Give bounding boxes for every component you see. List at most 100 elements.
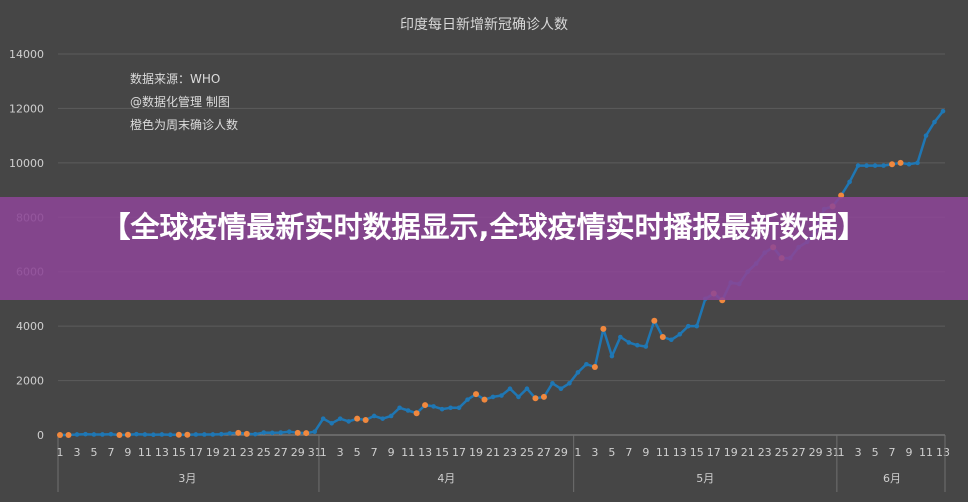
weekend-data-point (354, 415, 361, 422)
data-point (431, 404, 436, 409)
x-tick-label: 15 (435, 446, 449, 459)
data-point (227, 431, 233, 436)
x-tick-label: 19 (469, 446, 483, 459)
weekend-data-point (422, 402, 429, 409)
x-tick-label: 11 (138, 446, 152, 459)
y-tick-label: 0 (37, 429, 44, 442)
x-tick-label: 21 (223, 446, 237, 459)
data-point (669, 337, 674, 343)
x-tick-label: 13 (418, 446, 432, 459)
weekend-data-point (600, 325, 607, 332)
x-tick-label: 9 (906, 446, 913, 459)
weekend-data-point (473, 391, 480, 398)
data-point (677, 332, 683, 337)
data-point (108, 431, 114, 437)
data-point (337, 416, 343, 421)
weekend-data-point (184, 431, 191, 438)
data-point (626, 340, 632, 345)
data-point (380, 416, 385, 421)
x-tick-label: 27 (537, 446, 551, 459)
data-point (864, 163, 869, 168)
data-point (91, 432, 97, 437)
source-note: 数据来源：WHO (130, 71, 220, 86)
data-point (524, 386, 530, 392)
weekend-data-point (65, 432, 72, 438)
x-tick-label: 23 (758, 446, 772, 459)
data-point (159, 432, 165, 437)
month-label: 5月 (696, 472, 714, 485)
data-point (685, 323, 691, 329)
x-tick-label: 29 (809, 446, 823, 459)
x-tick-label: 31 (308, 446, 322, 459)
weekend-data-point (481, 396, 488, 403)
weekend-data-point (540, 393, 547, 400)
weekend-data-point (413, 410, 420, 417)
weekend-data-point (303, 430, 310, 437)
x-tick-label: 5 (608, 446, 615, 459)
x-tick-label: 25 (257, 446, 271, 459)
data-point (142, 432, 148, 437)
credit-note: @数据化管理 制图 (130, 94, 230, 109)
data-point (881, 163, 886, 168)
data-point (618, 334, 623, 340)
data-point (134, 431, 139, 437)
month-label: 6月 (883, 472, 901, 485)
data-point (286, 429, 292, 435)
data-point (575, 370, 581, 375)
data-point (906, 161, 912, 167)
data-point (74, 432, 80, 437)
data-point (584, 361, 589, 367)
x-tick-label: 31 (826, 446, 840, 459)
data-point (940, 108, 946, 114)
data-point (516, 394, 521, 400)
x-tick-label: 23 (503, 446, 517, 459)
x-tick-label: 5 (354, 446, 361, 459)
data-point (329, 420, 334, 426)
data-point (269, 430, 275, 436)
x-tick-label: 1 (838, 446, 845, 459)
x-tick-label: 9 (642, 446, 649, 459)
y-tick-label: 10000 (9, 157, 44, 170)
x-tick-label: 23 (240, 446, 254, 459)
data-point (609, 353, 615, 359)
data-point (499, 393, 504, 398)
x-tick-label: 27 (792, 446, 806, 459)
data-point (448, 405, 453, 411)
x-tick-label: 27 (274, 446, 288, 459)
data-point (210, 432, 216, 437)
data-point (100, 432, 105, 437)
data-point (261, 430, 267, 435)
data-point (550, 380, 555, 386)
data-point (923, 133, 929, 138)
x-tick-label: 3 (337, 446, 344, 459)
data-point (439, 406, 445, 412)
data-point (252, 431, 258, 437)
x-tick-label: 11 (401, 446, 415, 459)
data-point (278, 430, 284, 435)
x-tick-label: 19 (206, 446, 220, 459)
article-title-banner: 【全球疫情最新实时数据显示,全球疫情实时播报最新数据】 (0, 197, 968, 300)
chart-title: 印度每日新增新冠确诊人数 (400, 17, 568, 33)
data-point (635, 342, 640, 348)
x-tick-label: 3 (73, 446, 80, 459)
data-point (567, 380, 572, 386)
weekend-data-point (243, 430, 250, 437)
data-point (83, 431, 88, 437)
data-point (397, 405, 402, 411)
weekend-data-point (175, 431, 182, 438)
x-tick-label: 5 (90, 446, 97, 459)
data-point (168, 432, 173, 438)
x-tick-label: 5 (872, 446, 879, 459)
y-tick-label: 2000 (16, 375, 44, 388)
x-tick-label: 9 (124, 446, 131, 459)
x-tick-label: 13 (936, 446, 950, 459)
x-tick-label: 7 (371, 446, 378, 459)
data-point (847, 179, 852, 185)
data-point (219, 431, 224, 437)
x-tick-label: 25 (520, 446, 534, 459)
weekend-data-point (651, 317, 658, 324)
x-tick-label: 25 (775, 446, 789, 459)
x-tick-label: 9 (388, 446, 395, 459)
x-tick-label: 19 (724, 446, 738, 459)
month-label: 3月 (178, 472, 196, 485)
